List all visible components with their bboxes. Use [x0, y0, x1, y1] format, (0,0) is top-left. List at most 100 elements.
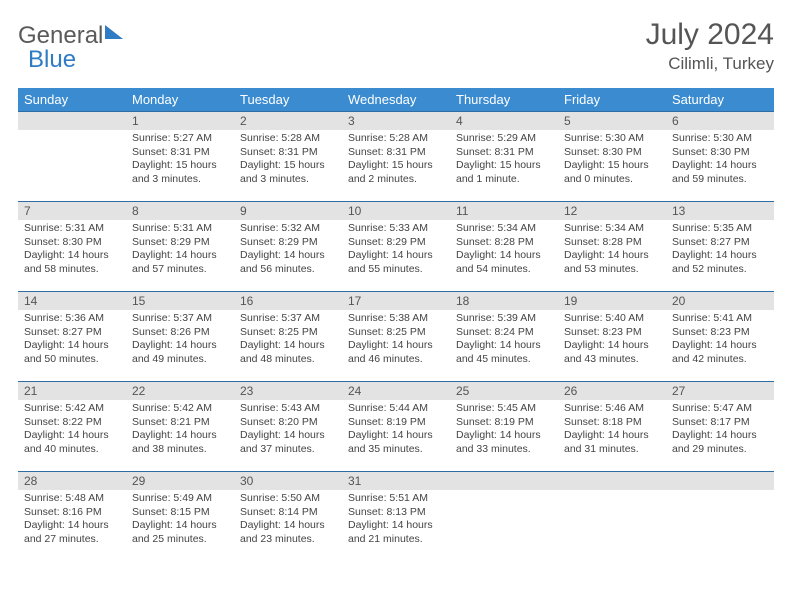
day-number: 16 [234, 292, 342, 310]
day-details: Sunrise: 5:36 AMSunset: 8:27 PMDaylight:… [18, 310, 126, 373]
calendar-day: 3Sunrise: 5:28 AMSunset: 8:31 PMDaylight… [342, 112, 450, 202]
calendar-day: 29Sunrise: 5:49 AMSunset: 8:15 PMDayligh… [126, 472, 234, 562]
weekday-header: Monday [126, 88, 234, 112]
calendar-day: 18Sunrise: 5:39 AMSunset: 8:24 PMDayligh… [450, 292, 558, 382]
weekday-header: Thursday [450, 88, 558, 112]
day-details: Sunrise: 5:46 AMSunset: 8:18 PMDaylight:… [558, 400, 666, 463]
calendar-day: 6Sunrise: 5:30 AMSunset: 8:30 PMDaylight… [666, 112, 774, 202]
calendar-day: 14Sunrise: 5:36 AMSunset: 8:27 PMDayligh… [18, 292, 126, 382]
location-label: Cilimli, Turkey [646, 54, 774, 74]
day-details: Sunrise: 5:49 AMSunset: 8:15 PMDaylight:… [126, 490, 234, 553]
weekday-header: Wednesday [342, 88, 450, 112]
daylight-line: Daylight: 14 hours and 45 minutes. [456, 339, 552, 366]
month-title: July 2024 [646, 18, 774, 52]
day-number [666, 472, 774, 490]
day-details: Sunrise: 5:27 AMSunset: 8:31 PMDaylight:… [126, 130, 234, 193]
sunset-line: Sunset: 8:29 PM [348, 236, 444, 250]
title-block: July 2024 Cilimli, Turkey [646, 18, 774, 74]
sunrise-line: Sunrise: 5:47 AM [672, 402, 768, 416]
day-details: Sunrise: 5:32 AMSunset: 8:29 PMDaylight:… [234, 220, 342, 283]
sunrise-line: Sunrise: 5:31 AM [24, 222, 120, 236]
sunset-line: Sunset: 8:25 PM [240, 326, 336, 340]
sail-icon [105, 25, 123, 39]
sunset-line: Sunset: 8:31 PM [348, 146, 444, 160]
calendar-row: 1Sunrise: 5:27 AMSunset: 8:31 PMDaylight… [18, 112, 774, 202]
sunset-line: Sunset: 8:23 PM [672, 326, 768, 340]
day-number: 17 [342, 292, 450, 310]
day-details: Sunrise: 5:44 AMSunset: 8:19 PMDaylight:… [342, 400, 450, 463]
calendar-day: 21Sunrise: 5:42 AMSunset: 8:22 PMDayligh… [18, 382, 126, 472]
sunrise-line: Sunrise: 5:40 AM [564, 312, 660, 326]
sunset-line: Sunset: 8:29 PM [240, 236, 336, 250]
calendar-body: 1Sunrise: 5:27 AMSunset: 8:31 PMDaylight… [18, 112, 774, 562]
weekday-header: Sunday [18, 88, 126, 112]
calendar-day: 23Sunrise: 5:43 AMSunset: 8:20 PMDayligh… [234, 382, 342, 472]
daylight-line: Daylight: 14 hours and 54 minutes. [456, 249, 552, 276]
sunrise-line: Sunrise: 5:49 AM [132, 492, 228, 506]
brand-logo: General Blue [18, 18, 123, 72]
day-number: 25 [450, 382, 558, 400]
sunrise-line: Sunrise: 5:46 AM [564, 402, 660, 416]
sunset-line: Sunset: 8:27 PM [24, 326, 120, 340]
day-number [558, 472, 666, 490]
daylight-line: Daylight: 15 hours and 3 minutes. [240, 159, 336, 186]
calendar-row: 7Sunrise: 5:31 AMSunset: 8:30 PMDaylight… [18, 202, 774, 292]
calendar-day: 27Sunrise: 5:47 AMSunset: 8:17 PMDayligh… [666, 382, 774, 472]
calendar-empty [18, 112, 126, 202]
daylight-line: Daylight: 14 hours and 31 minutes. [564, 429, 660, 456]
daylight-line: Daylight: 14 hours and 23 minutes. [240, 519, 336, 546]
daylight-line: Daylight: 14 hours and 42 minutes. [672, 339, 768, 366]
daylight-line: Daylight: 14 hours and 56 minutes. [240, 249, 336, 276]
calendar-day: 1Sunrise: 5:27 AMSunset: 8:31 PMDaylight… [126, 112, 234, 202]
daylight-line: Daylight: 14 hours and 27 minutes. [24, 519, 120, 546]
daylight-line: Daylight: 14 hours and 21 minutes. [348, 519, 444, 546]
day-number: 21 [18, 382, 126, 400]
day-number: 23 [234, 382, 342, 400]
sunset-line: Sunset: 8:31 PM [240, 146, 336, 160]
day-number: 31 [342, 472, 450, 490]
calendar-day: 19Sunrise: 5:40 AMSunset: 8:23 PMDayligh… [558, 292, 666, 382]
daylight-line: Daylight: 14 hours and 35 minutes. [348, 429, 444, 456]
sunset-line: Sunset: 8:19 PM [456, 416, 552, 430]
daylight-line: Daylight: 14 hours and 58 minutes. [24, 249, 120, 276]
sunset-line: Sunset: 8:31 PM [456, 146, 552, 160]
calendar-day: 8Sunrise: 5:31 AMSunset: 8:29 PMDaylight… [126, 202, 234, 292]
day-number: 20 [666, 292, 774, 310]
sunset-line: Sunset: 8:30 PM [672, 146, 768, 160]
weekday-header: Tuesday [234, 88, 342, 112]
sunrise-line: Sunrise: 5:44 AM [348, 402, 444, 416]
sunset-line: Sunset: 8:16 PM [24, 506, 120, 520]
sunrise-line: Sunrise: 5:33 AM [348, 222, 444, 236]
sunrise-line: Sunrise: 5:37 AM [240, 312, 336, 326]
day-number: 19 [558, 292, 666, 310]
sunrise-line: Sunrise: 5:42 AM [132, 402, 228, 416]
day-details: Sunrise: 5:34 AMSunset: 8:28 PMDaylight:… [450, 220, 558, 283]
day-details: Sunrise: 5:47 AMSunset: 8:17 PMDaylight:… [666, 400, 774, 463]
calendar-empty [558, 472, 666, 562]
sunset-line: Sunset: 8:25 PM [348, 326, 444, 340]
brand-name-2: Blue [28, 46, 76, 73]
day-number: 28 [18, 472, 126, 490]
sunrise-line: Sunrise: 5:51 AM [348, 492, 444, 506]
calendar-day: 24Sunrise: 5:44 AMSunset: 8:19 PMDayligh… [342, 382, 450, 472]
day-details: Sunrise: 5:31 AMSunset: 8:29 PMDaylight:… [126, 220, 234, 283]
sunset-line: Sunset: 8:13 PM [348, 506, 444, 520]
day-number: 5 [558, 112, 666, 130]
calendar-day: 4Sunrise: 5:29 AMSunset: 8:31 PMDaylight… [450, 112, 558, 202]
daylight-line: Daylight: 14 hours and 53 minutes. [564, 249, 660, 276]
daylight-line: Daylight: 15 hours and 0 minutes. [564, 159, 660, 186]
sunset-line: Sunset: 8:20 PM [240, 416, 336, 430]
sunset-line: Sunset: 8:14 PM [240, 506, 336, 520]
daylight-line: Daylight: 14 hours and 40 minutes. [24, 429, 120, 456]
day-number: 22 [126, 382, 234, 400]
day-number: 6 [666, 112, 774, 130]
day-number: 12 [558, 202, 666, 220]
day-details: Sunrise: 5:48 AMSunset: 8:16 PMDaylight:… [18, 490, 126, 553]
calendar-empty [450, 472, 558, 562]
daylight-line: Daylight: 14 hours and 33 minutes. [456, 429, 552, 456]
day-number: 18 [450, 292, 558, 310]
calendar-table: SundayMondayTuesdayWednesdayThursdayFrid… [18, 88, 774, 562]
sunset-line: Sunset: 8:30 PM [24, 236, 120, 250]
day-details: Sunrise: 5:38 AMSunset: 8:25 PMDaylight:… [342, 310, 450, 373]
sunset-line: Sunset: 8:27 PM [672, 236, 768, 250]
